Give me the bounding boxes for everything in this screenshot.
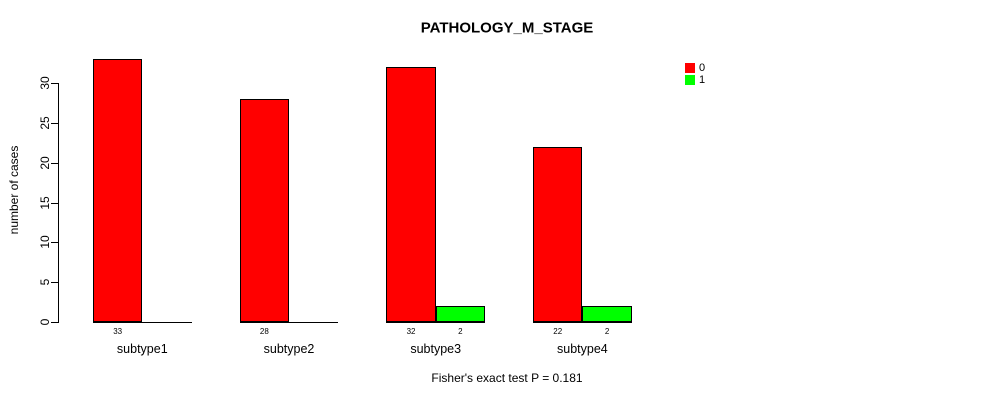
y-tick	[51, 162, 58, 164]
bar-value-label: 2	[458, 327, 463, 336]
bar-1-subtype3	[435, 306, 485, 322]
x-category-label: subtype4	[557, 342, 608, 356]
y-tick	[51, 83, 58, 84]
x-category-label: subtype3	[410, 342, 462, 356]
chart-title: PATHOLOGY_M_STAGE	[420, 19, 594, 37]
bar-0-subtype2	[239, 98, 289, 322]
y-tick-label: 30	[38, 76, 52, 90]
bar-0-subtype1	[93, 59, 143, 322]
legend-item-label: 1	[699, 74, 706, 86]
legend-swatch-icon	[685, 63, 695, 73]
y-tick	[51, 282, 58, 284]
y-tick	[51, 242, 58, 244]
y-tick	[51, 202, 58, 204]
bar-0-subtype4	[533, 146, 583, 322]
y-tick-label: 20	[38, 155, 52, 170]
x-baseline	[93, 322, 192, 323]
x-baseline	[239, 322, 339, 323]
y-axis-line	[58, 83, 59, 323]
bar-value-label: 33	[113, 327, 123, 336]
y-tick-label: 5	[38, 278, 52, 286]
y-tick-label: 25	[38, 116, 52, 130]
fisher-test-annotation: Fisher's exact test P = 0.181	[431, 371, 583, 385]
x-category-label: subtype2	[263, 342, 315, 356]
y-tick-label: 0	[38, 318, 52, 326]
legend-item: 0	[685, 62, 706, 74]
legend-item: 1	[685, 74, 706, 86]
y-tick	[51, 322, 58, 323]
bar-1-subtype4	[582, 306, 632, 322]
y-tick	[51, 122, 58, 124]
x-baseline	[386, 322, 485, 323]
y-tick-label: 15	[38, 195, 52, 210]
legend-item-label: 0	[699, 62, 706, 74]
bar-0-subtype3	[386, 67, 436, 322]
legend-swatch-icon	[685, 75, 695, 85]
bar-value-label: 22	[553, 327, 563, 336]
bar-value-label: 32	[406, 327, 416, 336]
x-category-label: subtype1	[116, 342, 168, 356]
bar-value-label: 2	[604, 327, 610, 336]
y-tick-label: 10	[38, 235, 52, 250]
bar-value-label: 28	[259, 327, 269, 336]
x-baseline	[533, 322, 632, 323]
